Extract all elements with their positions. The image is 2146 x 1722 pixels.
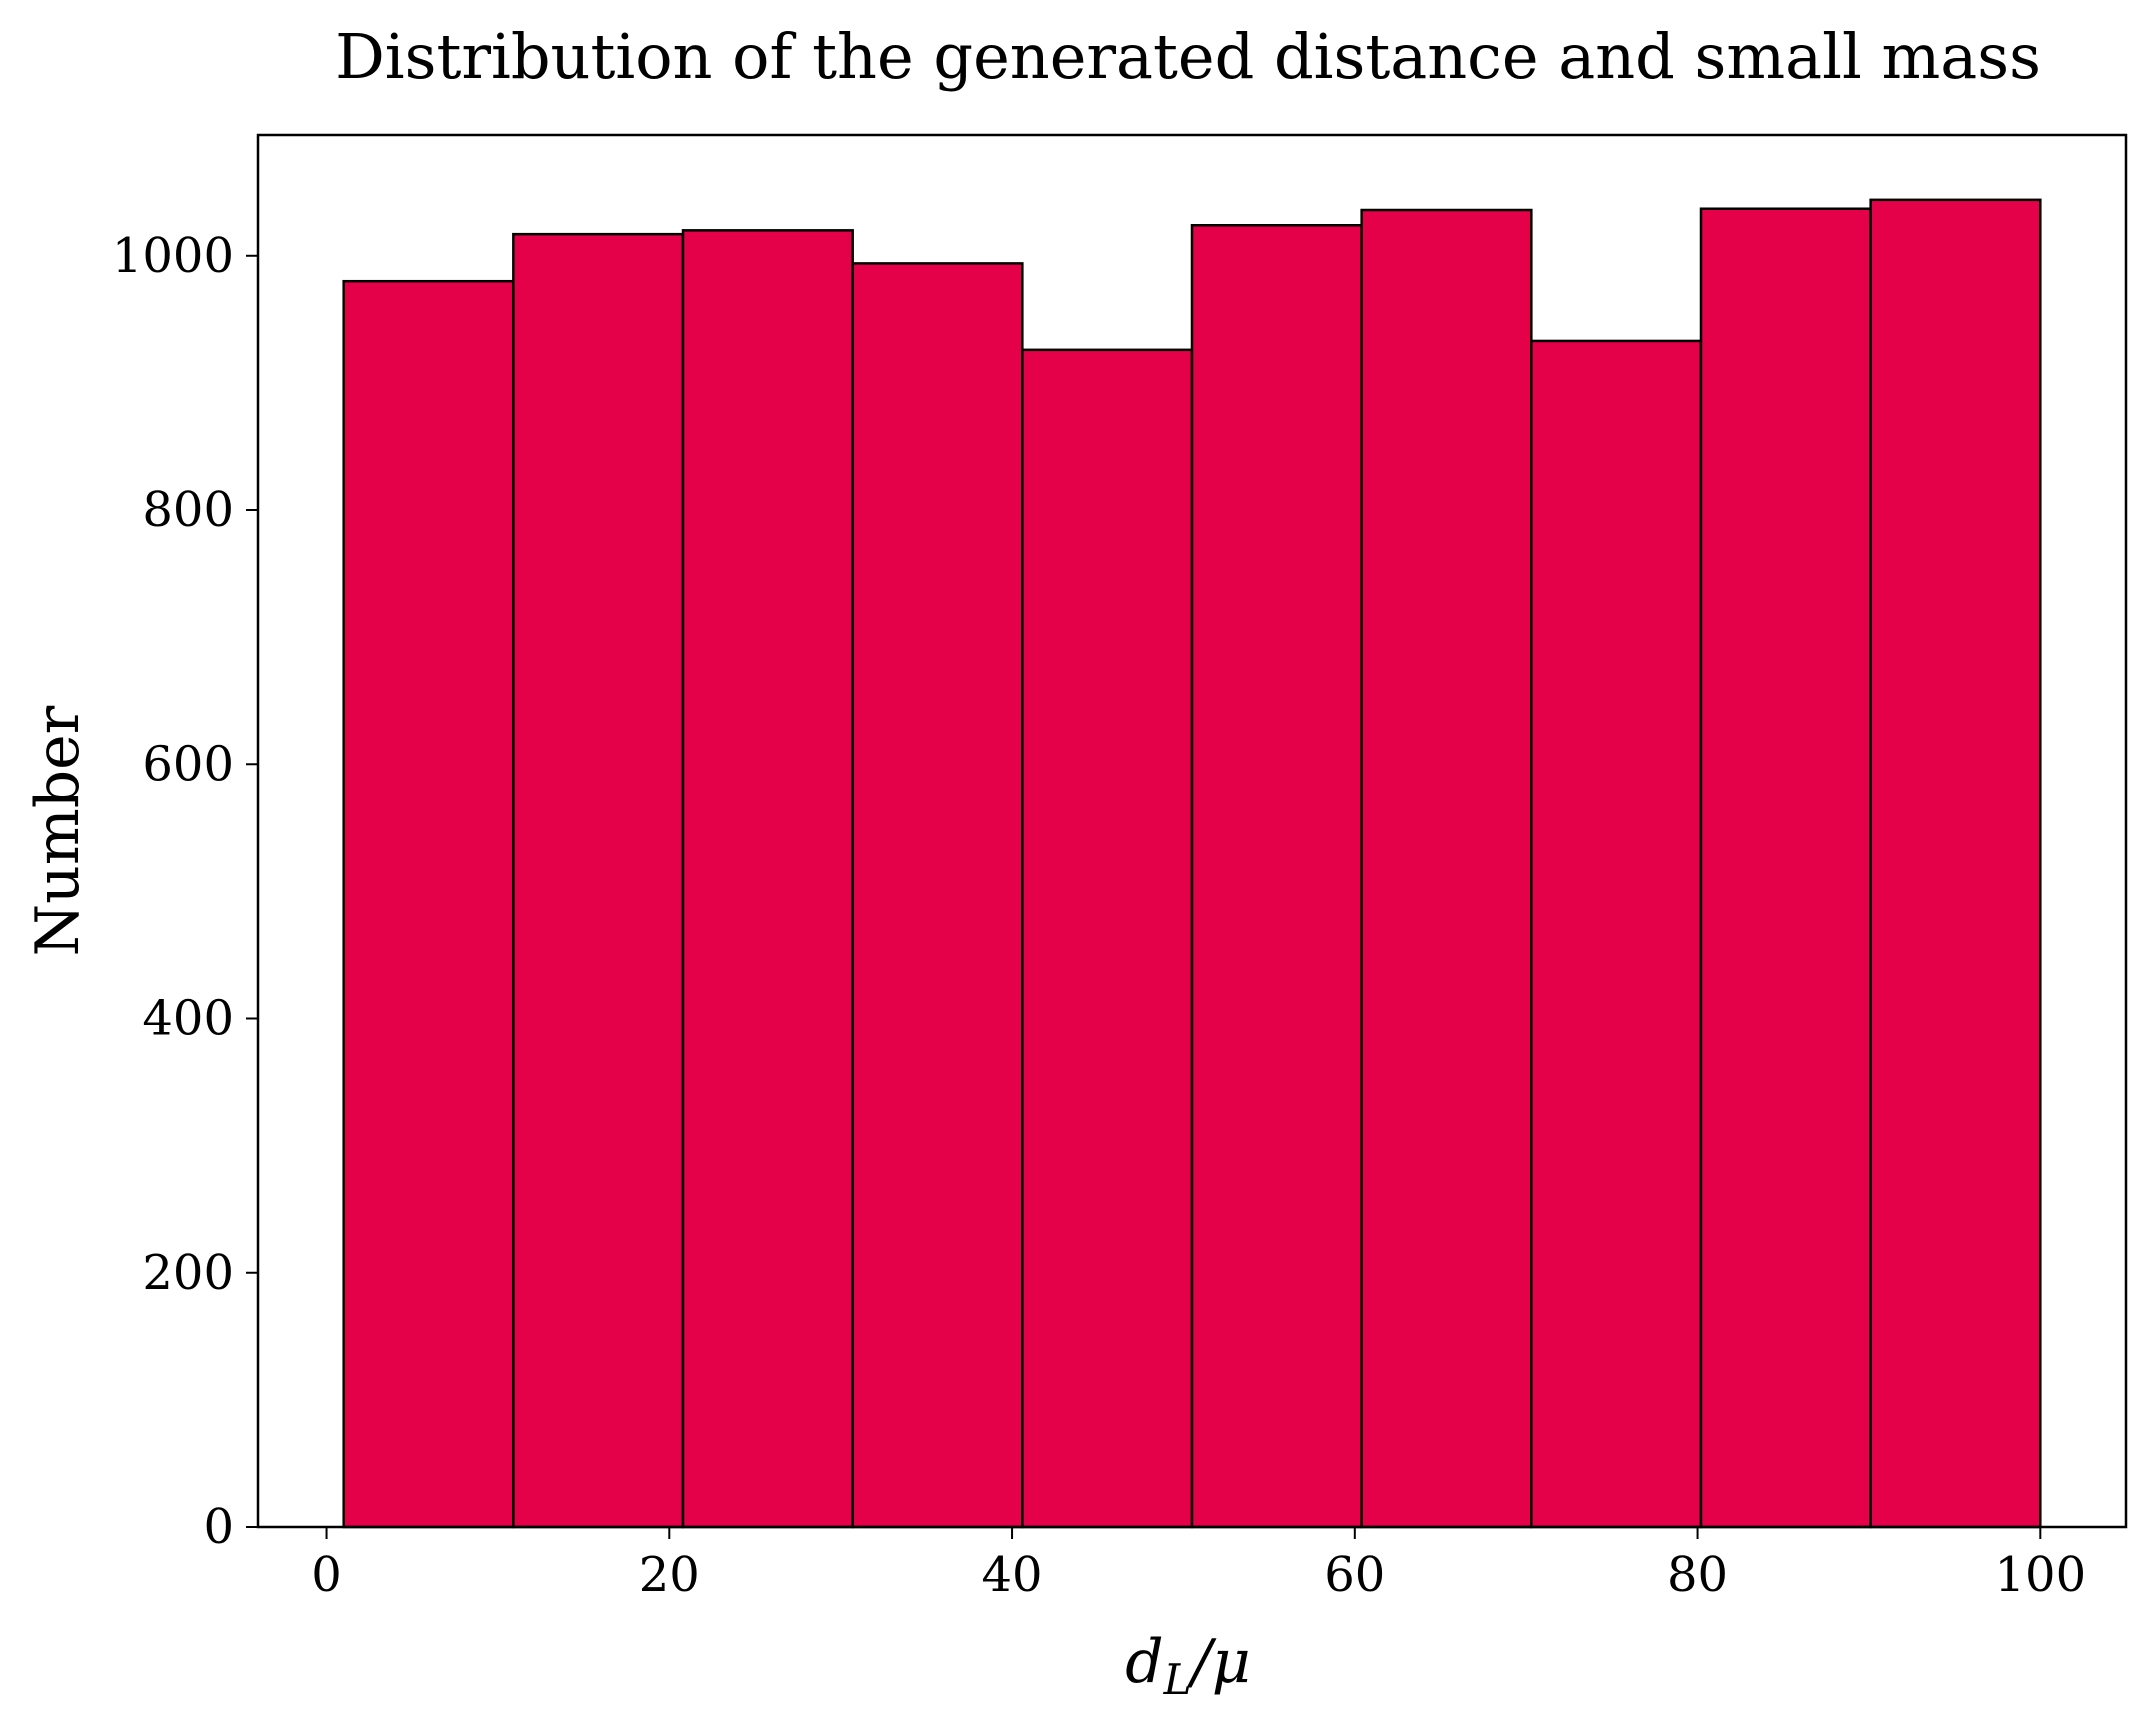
y-tick-label: 200: [142, 1245, 234, 1301]
histogram-bar: [1869, 198, 2042, 1529]
histogram-bar: [681, 229, 854, 1529]
x-tick-label: 100: [1994, 1547, 2086, 1603]
y-tick-label: 800: [142, 482, 234, 538]
x-axis-ticks: 0 20 40 60 80 100: [311, 1527, 2086, 1603]
bars-layer: [342, 198, 2042, 1529]
y-tick-label: 600: [142, 736, 234, 792]
x-axis-label-rest: /μ: [1187, 1627, 1251, 1697]
y-axis-label: Number: [23, 705, 93, 956]
x-tick-label: 20: [639, 1547, 700, 1603]
histogram-bar: [1699, 207, 1872, 1529]
histogram-bar: [851, 262, 1024, 1529]
x-axis-label-main: d: [1125, 1627, 1163, 1697]
plot-frame: [256, 133, 2128, 1529]
histogram-bar: [1190, 224, 1363, 1529]
y-tick-label: 0: [203, 1499, 234, 1555]
x-axis-label-subscript: L: [1163, 1655, 1192, 1704]
x-axis-label: dL/μ: [1125, 1627, 1251, 1704]
histogram-bar: [512, 232, 685, 1529]
y-tick-label: 1000: [112, 228, 234, 284]
x-tick-label: 40: [982, 1547, 1043, 1603]
x-tick-label: 60: [1324, 1547, 1385, 1603]
chart-title: Distribution of the generated distance a…: [335, 20, 2041, 93]
x-tick-label: 0: [311, 1547, 342, 1603]
histogram-bar: [1530, 339, 1703, 1529]
y-tick-label: 400: [142, 991, 234, 1047]
histogram-bar: [1021, 348, 1194, 1529]
y-axis-ticks: 0 200 400 600 800 1000: [112, 228, 258, 1555]
x-tick-label: 80: [1667, 1547, 1728, 1603]
histogram-bar: [342, 279, 515, 1529]
histogram-bar: [1360, 208, 1533, 1529]
